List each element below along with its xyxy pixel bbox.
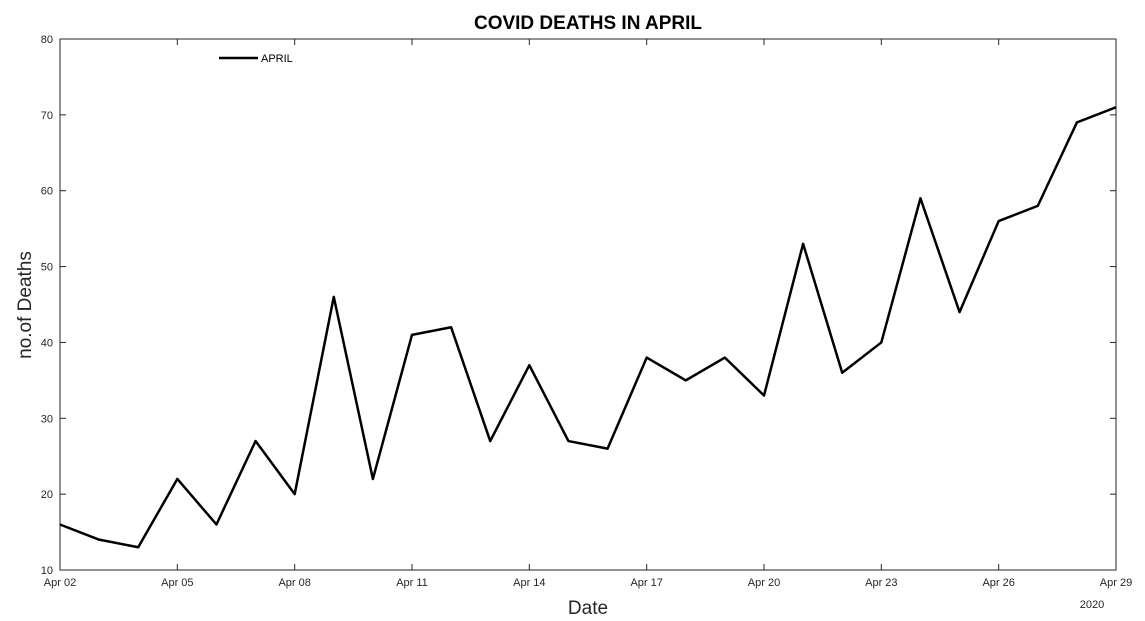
y-tick-label: 40	[41, 337, 53, 349]
x-tick-label: Apr 17	[630, 577, 662, 589]
y-tick-label: 80	[41, 34, 53, 46]
x-tick-label: Apr 08	[278, 577, 310, 589]
legend: APRIL	[219, 53, 293, 65]
x-tick-label: Apr 29	[1100, 577, 1132, 589]
chart-title: COVID DEATHS IN APRIL	[474, 13, 702, 34]
y-axis-title: no.of Deaths	[15, 251, 36, 359]
x-tick-label: Apr 05	[161, 577, 193, 589]
x-tick-label: Apr 02	[44, 577, 76, 589]
y-tick-label: 70	[41, 110, 53, 122]
x-axis-title: Date	[568, 598, 608, 619]
y-tick-label: 30	[41, 413, 53, 425]
x-tick-label: Apr 20	[748, 577, 780, 589]
series-layer	[59, 106, 1117, 549]
x-tick-label: Apr 14	[513, 577, 545, 589]
series-line-april	[59, 106, 1117, 549]
x-tick-label: Apr 23	[865, 577, 897, 589]
x-axis-ticks: Apr 02 Apr 05 Apr 08 Apr 11 Apr 14 Apr 17 Apr …	[44, 39, 1132, 589]
y-tick-label: 20	[41, 489, 53, 501]
legend-label: APRIL	[261, 53, 293, 65]
x-axis-year-label: 2020	[1080, 599, 1104, 611]
y-tick-label: 10	[41, 565, 53, 577]
y-axis-ticks: 10 20 30 40 50 60 70 80	[41, 34, 1116, 577]
x-tick-label: Apr 11	[396, 577, 428, 589]
x-tick-label: Apr 26	[982, 577, 1014, 589]
y-tick-label: 60	[41, 186, 53, 198]
y-tick-label: 50	[41, 262, 53, 274]
